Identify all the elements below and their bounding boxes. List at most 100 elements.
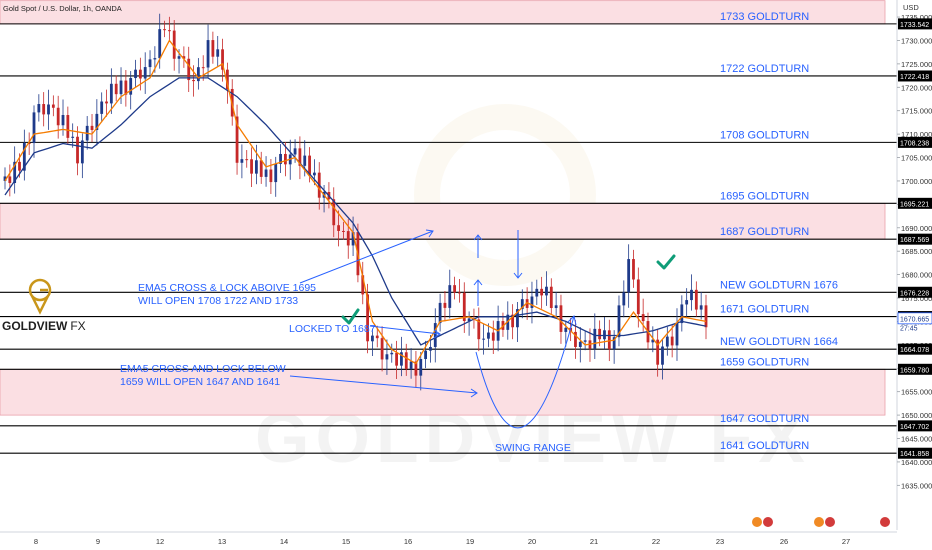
- date-tick-label: 23: [716, 537, 724, 546]
- annotation-ema-above-2: WILL OPEN 1708 1722 AND 1733: [138, 295, 298, 307]
- candle-body: [462, 292, 466, 321]
- level-label: 1738 GOLDTURN: [720, 0, 809, 2]
- annotation-ema-above-1: EMA5 CROSS & LOCK ABOIVE 1695: [138, 282, 316, 294]
- candle-body: [443, 302, 447, 308]
- level-label: 1641 GOLDTURN: [720, 440, 809, 452]
- candle-body: [361, 275, 365, 295]
- candle-body: [675, 323, 679, 346]
- candle-body: [656, 339, 660, 365]
- candle-body: [51, 104, 55, 108]
- candle-body: [206, 40, 210, 68]
- candle-body: [453, 285, 457, 293]
- annotation-locked: LOCKED TO 1687: [289, 323, 376, 335]
- candle-body: [704, 305, 708, 328]
- candle-body: [71, 136, 75, 138]
- candle-body: [448, 285, 452, 308]
- candle-body: [477, 319, 481, 340]
- level-label: 1708 GOLDTURN: [720, 129, 809, 141]
- price-tag-bg: [898, 136, 932, 148]
- candle-body: [458, 292, 461, 294]
- check-icon-1687: [656, 254, 676, 270]
- price-tag-label: 1687.569: [900, 237, 929, 244]
- zone-rect: [0, 368, 886, 416]
- price-tag-label: 1676.228: [900, 290, 929, 297]
- price-tag-label: 1670.665: [900, 316, 929, 323]
- price-tag-label: 1659.780: [900, 367, 929, 374]
- candle-body: [617, 305, 621, 338]
- price-tag-label: 1664.078: [900, 347, 929, 354]
- candle-body: [66, 115, 70, 138]
- candle-body: [114, 83, 118, 95]
- candle-body: [313, 172, 316, 176]
- candle-body: [138, 69, 142, 79]
- date-tick-label: 19: [466, 537, 474, 546]
- price-tick-label: 1735.000: [901, 13, 932, 22]
- candle-body: [240, 159, 244, 163]
- price-tag-label: 1695.221: [900, 201, 929, 208]
- candle-body: [593, 328, 597, 349]
- candle-body: [269, 169, 273, 183]
- candle-body: [245, 159, 249, 161]
- candle-body: [235, 116, 239, 163]
- price-tick-label: 1725.000: [901, 60, 932, 69]
- level-label: 1722 GOLDTURN: [720, 63, 809, 75]
- candle-body: [13, 161, 17, 184]
- candle-body: [400, 352, 403, 366]
- price-tag-label: 1722.418: [900, 74, 929, 81]
- candle-body: [129, 78, 133, 95]
- price-tag-bg: [897, 312, 932, 325]
- candle-body: [549, 286, 553, 309]
- currency-label: USD: [903, 3, 919, 12]
- level-label: NEW GOLDTURN 1676: [720, 279, 838, 291]
- date-tick-label: 9: [96, 537, 100, 546]
- candle-body: [42, 104, 46, 115]
- candle-body: [100, 101, 104, 114]
- candle-body: [680, 304, 684, 324]
- candle-body: [487, 332, 490, 339]
- candle-body: [612, 337, 616, 350]
- candle-body: [530, 296, 534, 308]
- date-tick-label: 27: [842, 537, 850, 546]
- price-tick-label: 1655.000: [901, 388, 932, 397]
- level-label: 1687 GOLDTURN: [720, 226, 809, 238]
- candle-body: [559, 305, 563, 332]
- candle-body: [622, 292, 626, 306]
- price-tag-bg: [898, 363, 932, 375]
- time-axis-ticks: 8 9 12 13 14 15 16 19 20 21 22 23 26 27: [34, 537, 850, 546]
- candle-body: [274, 163, 278, 183]
- candle-body: [380, 338, 384, 360]
- price-tag-bg: [898, 420, 932, 432]
- candle-body: [298, 148, 302, 166]
- candle-body: [564, 327, 568, 332]
- date-tick-label: 26: [780, 537, 788, 546]
- level-label: 1671 GOLDTURN: [720, 304, 809, 316]
- ema5-line: [4, 39, 707, 365]
- candle-body: [264, 169, 268, 177]
- annotation-swing-range: SWING RANGE: [495, 442, 571, 454]
- price-tag-label: 1708.238: [900, 140, 929, 147]
- candle-body: [105, 101, 108, 104]
- price-tick-label: 1690.000: [901, 224, 932, 233]
- candle-body: [158, 29, 162, 59]
- candle-body: [187, 58, 191, 81]
- candle-body: [250, 159, 253, 174]
- candle-body: [424, 350, 427, 360]
- price-tag-bg: [898, 233, 932, 245]
- price-tick-label: 1645.000: [901, 435, 932, 444]
- logo-pin-icon: [28, 278, 52, 315]
- candle-body: [342, 230, 345, 232]
- candle-body: [196, 67, 200, 82]
- candle-body: [22, 142, 26, 171]
- candle-body: [172, 30, 176, 59]
- candle-body: [520, 299, 524, 310]
- candle-body: [143, 67, 147, 79]
- candle-body: [583, 340, 587, 342]
- price-tick-label: 1720.000: [901, 83, 932, 92]
- candle-body: [279, 153, 282, 164]
- candle-body: [491, 332, 495, 341]
- candle-body: [225, 69, 229, 89]
- candle-body: [607, 330, 611, 350]
- candle-body: [148, 59, 152, 68]
- candle-body: [308, 155, 311, 176]
